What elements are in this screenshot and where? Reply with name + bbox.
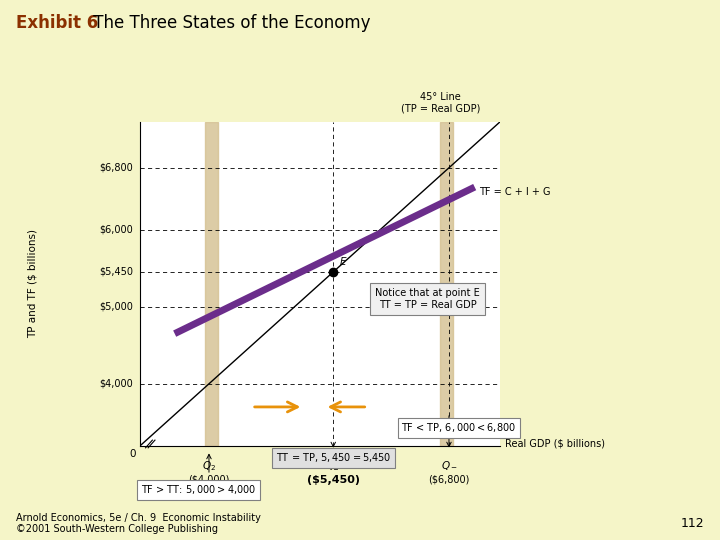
Text: ($5,450): ($5,450) <box>307 475 360 485</box>
Text: TF < TP, $6,000 < $6,800: TF < TP, $6,000 < $6,800 <box>402 422 516 435</box>
Text: $5,450: $5,450 <box>99 267 133 277</box>
Text: TP and TF ($ billions): TP and TF ($ billions) <box>27 229 37 338</box>
Text: Exhibit 6: Exhibit 6 <box>16 14 98 31</box>
Text: 0: 0 <box>130 449 136 460</box>
Text: $4,000: $4,000 <box>99 379 133 389</box>
Text: ($4,000): ($4,000) <box>189 475 230 485</box>
Text: TF > TT: $5,000 > $4,000: TF > TT: $5,000 > $4,000 <box>141 483 256 496</box>
Bar <box>441 122 454 446</box>
Text: $Q_-$: $Q_-$ <box>441 460 457 471</box>
Text: 112: 112 <box>680 517 704 530</box>
Text: $Q_2$: $Q_2$ <box>202 460 216 473</box>
Text: $Q_E$: $Q_E$ <box>325 460 341 473</box>
Text: 45° Line
(TP = Real GDP): 45° Line (TP = Real GDP) <box>401 92 480 114</box>
Text: Arnold Economics, 5e / Ch. 9  Economic Instability: Arnold Economics, 5e / Ch. 9 Economic In… <box>16 512 261 523</box>
Text: E: E <box>339 256 346 267</box>
Text: $6,800: $6,800 <box>99 163 133 173</box>
Text: Real GDP ($ billions): Real GDP ($ billions) <box>505 439 605 449</box>
Text: The Three States of the Economy: The Three States of the Economy <box>88 14 370 31</box>
Text: $6,000: $6,000 <box>99 225 133 234</box>
Text: Notice that at point E
TT = TP = Real GDP: Notice that at point E TT = TP = Real GD… <box>375 288 480 310</box>
Text: ©2001 South-Western College Publishing: ©2001 South-Western College Publishing <box>16 523 218 534</box>
Bar <box>204 122 217 446</box>
Text: ($6,800): ($6,800) <box>428 475 469 485</box>
Text: $5,000: $5,000 <box>99 302 133 312</box>
Text: TF = C + I + G: TF = C + I + G <box>479 187 551 198</box>
Text: TT = TP, $5,450 = $5,450: TT = TP, $5,450 = $5,450 <box>276 451 391 464</box>
